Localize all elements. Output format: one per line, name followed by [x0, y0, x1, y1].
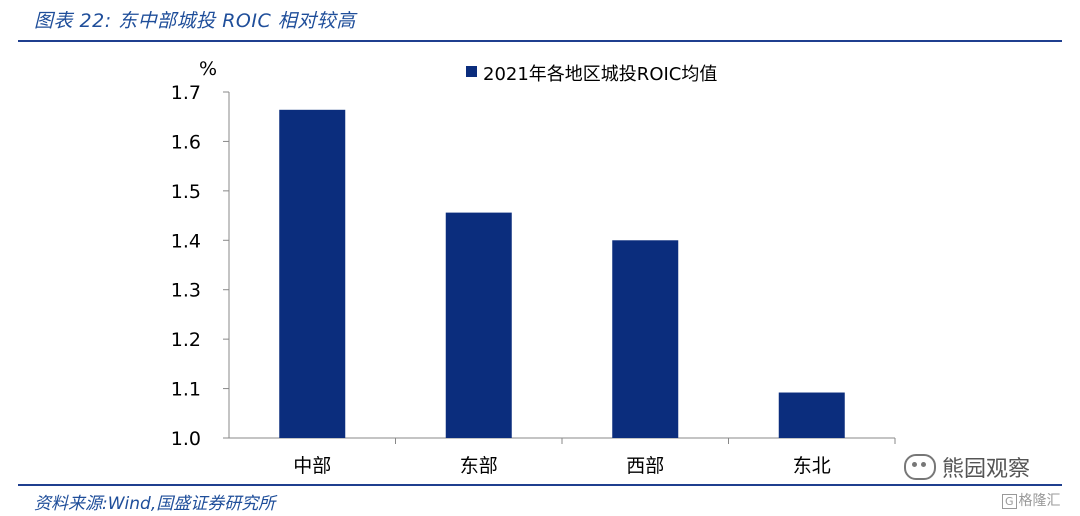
legend-swatch	[466, 66, 477, 77]
y-tick-label: 1.7	[171, 82, 201, 104]
corner-mark-logo-icon: G	[1002, 494, 1017, 509]
y-tick-label: 1.2	[171, 329, 201, 351]
title-rule	[18, 40, 1062, 42]
bar	[612, 240, 679, 438]
watermark-text: 熊园观察	[942, 457, 1031, 482]
x-category-label: 中部	[293, 455, 331, 477]
bar	[279, 109, 346, 439]
x-category-label: 东部	[460, 455, 498, 477]
legend-label: 2021年各地区城投ROIC均值	[483, 64, 717, 85]
y-tick-label: 1.1	[171, 379, 201, 401]
wechat-icon	[904, 454, 936, 480]
source-rule	[18, 484, 1062, 486]
corner-mark: G 格隆汇	[1002, 490, 1061, 510]
y-tick-label: 1.0	[171, 428, 201, 450]
y-tick-label: 1.3	[171, 280, 201, 302]
x-category-label: 西部	[626, 455, 664, 477]
y-tick-label: 1.4	[171, 230, 201, 252]
corner-mark-text: 格隆汇	[1018, 493, 1061, 509]
source-note: 资料来源:Wind,国盛证券研究所	[34, 494, 276, 514]
bar	[445, 212, 512, 438]
watermark: 熊园观察	[904, 451, 1030, 483]
x-category-label: 东北	[793, 455, 831, 477]
y-tick-label: 1.5	[171, 181, 201, 203]
bar	[778, 392, 845, 438]
y-tick-label: 1.6	[171, 131, 201, 153]
y-axis-unit-label: %	[199, 58, 217, 80]
figure-title: 图表 22: 东中部城投 ROIC 相对较高	[34, 10, 356, 32]
